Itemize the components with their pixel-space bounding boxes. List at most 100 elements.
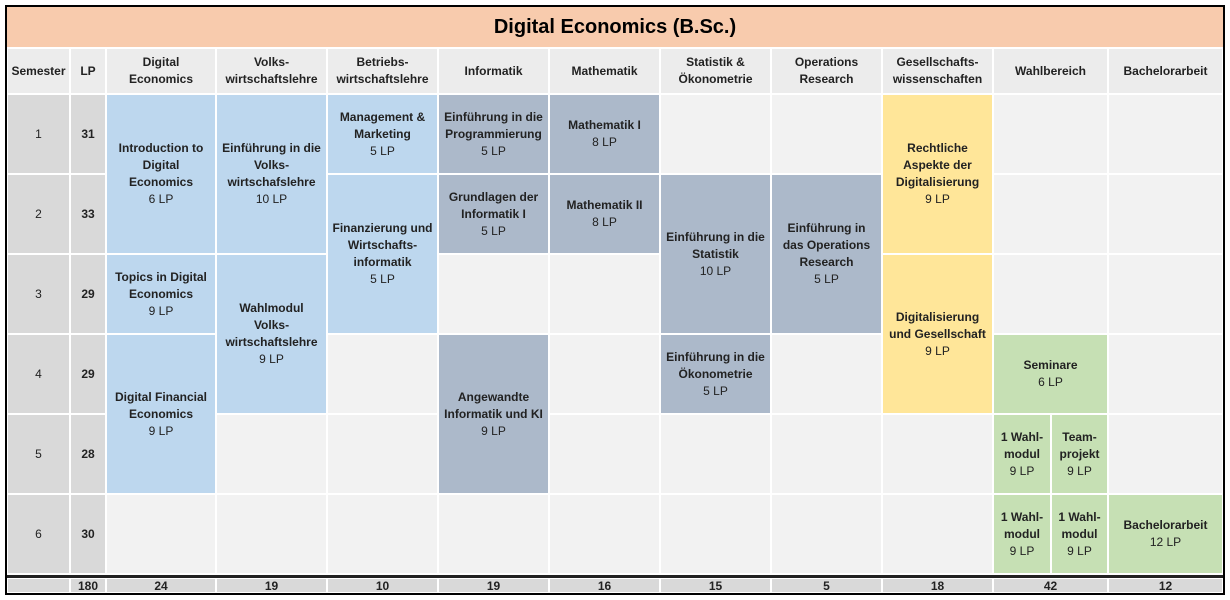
module-lp: 9 LP bbox=[1009, 463, 1035, 478]
empty-cell bbox=[771, 334, 882, 414]
total-lp: 19 bbox=[264, 578, 279, 593]
empty-cell bbox=[106, 494, 216, 574]
header-text: Mathematik bbox=[571, 63, 638, 78]
total-cell: 5 bbox=[771, 578, 882, 593]
header-text: Betriebs-wirtschaftslehre bbox=[336, 55, 429, 86]
total-lp: 12 bbox=[1158, 578, 1173, 593]
module-name: Angewandte Informatik und KI bbox=[444, 389, 543, 421]
module-name: Digitalisierung und Gesellschaft bbox=[889, 309, 986, 341]
semester-cell: 6 bbox=[7, 494, 70, 574]
semester-cell: 3 bbox=[7, 254, 70, 334]
footer-cell bbox=[7, 578, 70, 593]
module: Seminare 6 LP bbox=[993, 334, 1108, 414]
module: Einführung in die Volks-wirtschafslehre 1… bbox=[216, 94, 327, 254]
module-lp: 5 LP bbox=[481, 223, 506, 238]
empty-cell bbox=[549, 414, 660, 494]
module-lp: 5 LP bbox=[370, 272, 395, 286]
module-lp: 5 LP bbox=[481, 143, 506, 158]
module-name: Einführung in die Statistik bbox=[666, 229, 765, 261]
empty-cell bbox=[660, 494, 771, 574]
semester-number: 1 bbox=[35, 126, 42, 141]
module-name: 1 Wahl-modul bbox=[1058, 509, 1101, 541]
module-name: Management & Marketing bbox=[339, 109, 426, 141]
semester-number: 5 bbox=[35, 446, 42, 461]
module: Mathematik II 8 LP bbox=[549, 174, 660, 254]
module-name: Mathematik I bbox=[568, 118, 641, 132]
module-lp: 9 LP bbox=[481, 423, 506, 438]
module-name: Wahlmodul Volks-wirtschaftslehre bbox=[225, 301, 318, 349]
header-text: Bachelorarbeit bbox=[1123, 63, 1208, 78]
curriculum-table: Digital Economics (B.Sc.) Semester LP Digi… bbox=[5, 5, 1225, 595]
header-text: Informatik bbox=[464, 63, 523, 78]
module-lp: 9 LP bbox=[148, 303, 174, 318]
total-cell: 19 bbox=[216, 578, 327, 593]
lp-cell: 29 bbox=[70, 334, 106, 414]
module-name: Einführung in die Programmierung bbox=[444, 109, 543, 141]
module: Rechtliche Aspekte der Digitalisierung 9 … bbox=[882, 94, 993, 254]
column-header: Digital Economics bbox=[106, 48, 216, 94]
module: Einführung in die Statistik 10 LP bbox=[660, 174, 771, 334]
empty-cell bbox=[993, 174, 1108, 254]
empty-cell bbox=[1108, 334, 1223, 414]
total-lp: 42 bbox=[1043, 578, 1058, 593]
module-lp: 6 LP bbox=[1038, 375, 1063, 389]
module-name: Bachelorarbeit bbox=[1123, 518, 1208, 532]
module: 1 Wahl-modul 9 LP bbox=[993, 494, 1051, 574]
empty-cell bbox=[549, 334, 660, 414]
module-lp: 9 LP bbox=[925, 192, 950, 206]
empty-cell bbox=[771, 494, 882, 574]
module: Team-projekt 9 LP bbox=[1051, 414, 1108, 494]
module-lp: 8 LP bbox=[592, 215, 617, 229]
module: 1 Wahl-modul 9 LP bbox=[1051, 494, 1108, 574]
empty-cell bbox=[327, 494, 438, 574]
empty-cell bbox=[549, 494, 660, 574]
module-lp: 9 LP bbox=[1067, 463, 1092, 478]
module-lp: 9 LP bbox=[1067, 543, 1092, 558]
header-text: Gesellschafts-wissenschaften bbox=[892, 55, 983, 86]
module-name: Seminare bbox=[1023, 358, 1078, 372]
module: Einführung in das Operations Research 5 L… bbox=[771, 174, 882, 334]
footer-rule bbox=[7, 575, 1223, 578]
total-cell: 24 bbox=[106, 578, 216, 593]
total-lp: 15 bbox=[708, 578, 723, 593]
lp-cell: 33 bbox=[70, 174, 106, 254]
module: Bachelorarbeit 12 LP bbox=[1108, 494, 1223, 574]
module-name: Team-projekt bbox=[1059, 429, 1100, 461]
semester-lp: 29 bbox=[81, 286, 95, 301]
module-name: Digital Financial Economics bbox=[114, 389, 207, 421]
empty-cell bbox=[882, 494, 993, 574]
total-lp: 10 bbox=[375, 578, 390, 593]
module-name: Einführung in die Ökonometrie bbox=[666, 349, 765, 381]
module: Digital Financial Economics 9 LP bbox=[106, 334, 216, 494]
lp-cell: 29 bbox=[70, 254, 106, 334]
total-cell: 18 bbox=[882, 578, 993, 593]
lp-cell: 28 bbox=[70, 414, 106, 494]
semester-number: 2 bbox=[35, 206, 42, 221]
module-name: 1 Wahl-modul bbox=[1000, 509, 1044, 541]
header-text: LP bbox=[80, 63, 96, 78]
module-name: Introduction to Digital Economics bbox=[118, 141, 204, 189]
module-name: Topics in Digital Economics bbox=[115, 269, 207, 301]
column-header: Gesellschafts-wissenschaften bbox=[882, 48, 993, 94]
module-name: Finanzierung und Wirtschafts-informatik bbox=[332, 221, 433, 269]
semester-lp: 33 bbox=[81, 206, 95, 221]
total-lp: 5 bbox=[823, 578, 830, 593]
empty-cell bbox=[549, 254, 660, 334]
lp-cell: 30 bbox=[70, 494, 106, 574]
total-lp: 24 bbox=[154, 578, 168, 593]
column-header: Semester bbox=[7, 48, 70, 94]
title: Digital Economics (B.Sc.) bbox=[7, 7, 1223, 48]
module: Angewandte Informatik und KI 9 LP bbox=[438, 334, 549, 494]
total-lp: 180 bbox=[77, 578, 99, 593]
empty-cell bbox=[216, 494, 327, 574]
semester-cell: 2 bbox=[7, 174, 70, 254]
total-cell: 19 bbox=[438, 578, 549, 593]
column-header: Volks-wirtschaftslehre bbox=[216, 48, 327, 94]
total-lp: 19 bbox=[486, 578, 501, 593]
header-text: Wahlbereich bbox=[1015, 63, 1086, 78]
header-text: Digital Economics bbox=[128, 55, 194, 86]
module-name: Mathematik II bbox=[566, 198, 643, 212]
total-cell: 12 bbox=[1108, 578, 1223, 593]
module: Finanzierung und Wirtschafts-informatik 5… bbox=[327, 174, 438, 334]
empty-cell bbox=[327, 334, 438, 414]
